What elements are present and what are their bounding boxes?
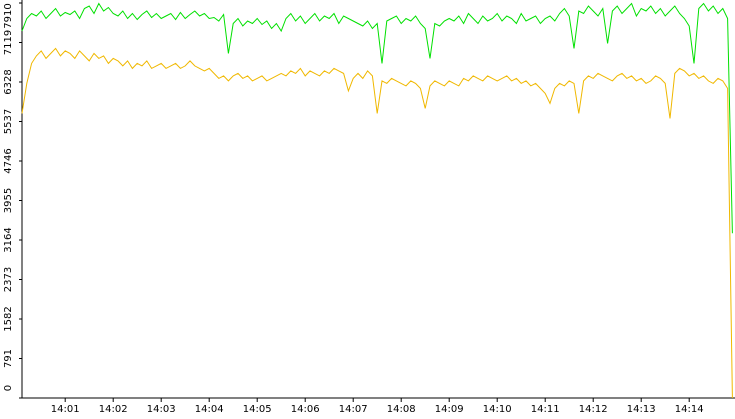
x-tick-label: 14:13 — [627, 404, 656, 415]
y-tick-label: 791 — [3, 349, 14, 368]
x-tick-label: 14:11 — [531, 404, 560, 415]
y-tick-label: 1582 — [3, 306, 14, 331]
x-tick-label: 14:01 — [51, 404, 80, 415]
y-tick-label: 7119 — [3, 30, 14, 55]
x-tick-label: 14:12 — [579, 404, 608, 415]
x-tick-label: 14:08 — [387, 404, 416, 415]
y-tick-label: 4746 — [3, 148, 14, 173]
x-tick-label: 14:05 — [243, 404, 272, 415]
x-tick-label: 14:10 — [483, 404, 512, 415]
series-line — [21, 47, 733, 399]
y-tick-label: 2373 — [3, 267, 14, 292]
x-tick-label: 14:03 — [147, 404, 176, 415]
x-tick-label: 14:09 — [435, 404, 464, 415]
y-tick-label: 3164 — [3, 227, 14, 252]
x-tick-label: 14:04 — [195, 404, 224, 415]
y-tick-label: 3955 — [3, 188, 14, 213]
y-tick-label: 6328 — [3, 69, 14, 94]
y-tick-label: 7910 — [3, 3, 14, 28]
x-tick-label: 14:02 — [99, 404, 128, 415]
series-line — [21, 2, 733, 234]
y-tick-label: 0 — [3, 385, 14, 391]
x-tick-label: 14:07 — [339, 404, 368, 415]
x-tick-label: 14:14 — [675, 404, 704, 415]
y-tick-label: 5537 — [3, 109, 14, 134]
x-tick-label: 14:06 — [291, 404, 320, 415]
